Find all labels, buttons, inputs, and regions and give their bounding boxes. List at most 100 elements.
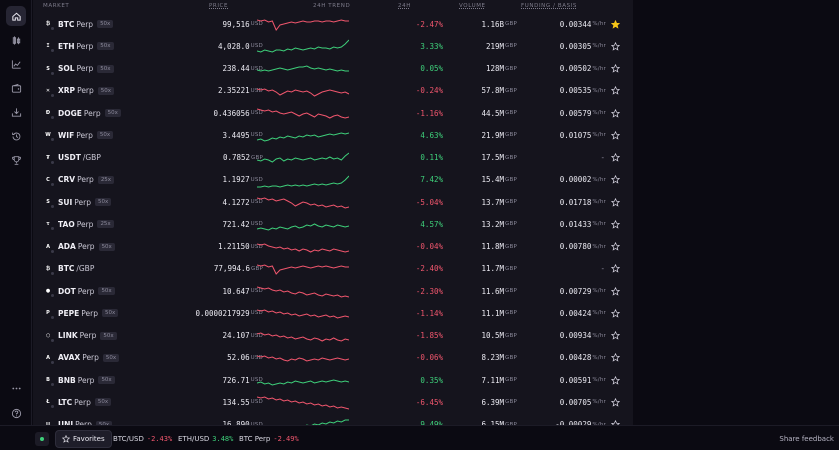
market-row[interactable]: S SUI Perp 50x 4.1272 USD -5.04% 13.7M G… [33, 191, 633, 213]
sparkline-path [257, 286, 349, 298]
market-row[interactable]: A AVAX Perp 50x 52.06 USD -0.06% 8.23M G… [33, 347, 633, 369]
sparkline-path [257, 309, 349, 319]
favorites-button[interactable]: Favorites [55, 430, 112, 448]
leaderboard-button[interactable] [6, 150, 26, 170]
favorite-toggle[interactable] [609, 347, 621, 369]
market-row[interactable]: Ł LTC Perp 50x 134.55 USD -6.45% 6.39M G… [33, 391, 633, 413]
market-row[interactable]: Ð DOGE Perp 50x 0.436056 USD -1.16% 44.5… [33, 102, 633, 124]
favorite-toggle[interactable] [609, 147, 621, 169]
favorite-toggle[interactable] [609, 58, 621, 80]
favorite-toggle[interactable] [609, 302, 621, 324]
star-outline-icon [610, 197, 620, 207]
volume-value: 57.8M [481, 86, 505, 96]
funding-value: 0.01718 [559, 197, 592, 207]
price-cell: 1.21150 USD [133, 236, 263, 258]
market-row[interactable]: ● DOT Perp 50x 10.647 USD -2.30% 11.6M G… [33, 280, 633, 302]
favorite-ticker[interactable]: BTC Perp -2.49% [239, 426, 299, 450]
market-cell: U UNI Perp 50x [43, 414, 113, 425]
favorite-toggle[interactable] [609, 414, 621, 425]
leverage-badge: 50x [97, 64, 114, 73]
trade-button[interactable] [6, 30, 26, 50]
market-row[interactable]: ₿ BTC /GBP 77,994.6 GBP -2.40% 11.7M GBP… [33, 258, 633, 280]
favorite-toggle[interactable] [609, 236, 621, 258]
volume-cell: 7.11M GBP [437, 369, 517, 391]
market-row[interactable]: U UNI Perp 50x 16.890 USD 9.49% 6.15M GB… [33, 414, 633, 425]
favorite-toggle[interactable] [609, 13, 621, 35]
market-symbol: TAO [58, 219, 75, 229]
market-row[interactable]: Ξ ETH Perp 50x 4,028.0 USD 3.33% 219M GB… [33, 35, 633, 57]
market-row[interactable]: C CRV Perp 25x 1.1927 USD 7.42% 15.4M GB… [33, 169, 633, 191]
trend-sparkline [257, 236, 349, 258]
market-row[interactable]: B BNB Perp 50x 726.71 USD 0.35% 7.11M GB… [33, 369, 633, 391]
sparkline-path [257, 65, 349, 72]
favorite-toggle[interactable] [609, 369, 621, 391]
market-row[interactable]: ⬡ LINK Perp 50x 24.107 USD -1.85% 10.5M … [33, 325, 633, 347]
price-unit: GBP [251, 265, 263, 272]
market-row[interactable]: P PEPE Perp 50x 0.0000217929 USD -1.14% … [33, 302, 633, 324]
star-filled-icon [610, 19, 620, 29]
price-value: 4,028.0 [218, 41, 250, 51]
favorite-toggle[interactable] [609, 102, 621, 124]
share-feedback-link[interactable]: Share feedback [779, 434, 834, 443]
col-funding[interactable]: FUNDING / BASIS [521, 3, 578, 9]
change-value: -1.85% [415, 331, 443, 341]
quote-badge-icon [50, 92, 55, 98]
quote-badge-icon [50, 48, 55, 54]
favorite-toggle[interactable] [609, 169, 621, 191]
favorite-toggle[interactable] [609, 391, 621, 413]
favorite-ticker[interactable]: BTC/USD -2.43% [113, 426, 172, 450]
history-button[interactable] [6, 126, 26, 146]
col-change[interactable]: 24H [398, 3, 411, 9]
portfolio-button[interactable] [6, 78, 26, 98]
earn-button[interactable] [6, 102, 26, 122]
bnb-icon: B [43, 375, 55, 388]
funding-unit: %/hr [592, 421, 606, 425]
price-value: 1.1927 [222, 175, 250, 185]
right-gutter [633, 0, 839, 425]
quote-badge-icon [50, 115, 55, 121]
market-row[interactable]: τ TAO Perp 25x 721.42 USD 4.57% 13.2M GB… [33, 213, 633, 235]
star-outline-icon [610, 41, 620, 51]
sparkline-path [257, 88, 349, 97]
market-row[interactable]: A ADA Perp 50x 1.21150 USD -0.04% 11.8M … [33, 236, 633, 258]
market-row[interactable]: W WIF Perp 50x 3.4495 USD 4.63% 21.9M GB… [33, 124, 633, 146]
favorite-toggle[interactable] [609, 35, 621, 57]
home-button[interactable] [6, 6, 26, 26]
favorite-toggle[interactable] [609, 124, 621, 146]
favorite-toggle[interactable] [609, 325, 621, 347]
connection-status[interactable] [35, 432, 49, 446]
funding-unit: %/hr [592, 377, 606, 384]
favorite-toggle[interactable] [609, 191, 621, 213]
funding-cell: 0.00591 %/hr [506, 369, 606, 391]
funding-unit: %/hr [592, 132, 606, 139]
market-row[interactable]: ✕ XRP Perp 50x 2.35221 USD -0.24% 57.8M … [33, 80, 633, 102]
col-market[interactable]: MARKET [43, 3, 70, 9]
price-unit: USD [250, 87, 263, 94]
funding-cell: 0.00002 %/hr [506, 169, 606, 191]
funding-value: 0.00535 [559, 86, 592, 96]
volume-cell: 128M GBP [437, 58, 517, 80]
help-button[interactable] [6, 403, 26, 423]
market-row[interactable]: S SOL Perp 50x 238.44 USD 0.05% 128M GBP… [33, 58, 633, 80]
volume-cell: 11.8M GBP [437, 236, 517, 258]
favorite-toggle[interactable] [609, 280, 621, 302]
market-row[interactable]: ₮ USDT /GBP 0.7852 GBP 0.11% 17.5M GBP - [33, 147, 633, 169]
market-row[interactable]: ₿ BTC Perp 50x 99,516 USD -2.47% 1.16B G… [33, 13, 633, 35]
quote-badge-icon [50, 137, 55, 143]
favorite-toggle[interactable] [609, 258, 621, 280]
favorite-toggle[interactable] [609, 213, 621, 235]
volume-unit: GBP [505, 199, 517, 206]
col-price[interactable]: PRICE [209, 3, 229, 9]
markets-button[interactable] [6, 54, 26, 74]
favorite-toggle[interactable] [609, 80, 621, 102]
price-value: 726.71 [222, 375, 250, 385]
market-symbol: WIF [58, 130, 75, 140]
leverage-badge: 50x [98, 287, 115, 296]
favorite-ticker[interactable]: ETH/USD 3.48% [178, 426, 233, 450]
price-cell: 4.1272 USD [133, 191, 263, 213]
col-volume[interactable]: VOLUME [459, 3, 486, 9]
volume-cell: 6.39M GBP [437, 391, 517, 413]
more-button[interactable] [6, 378, 26, 398]
price-unit: USD [250, 43, 263, 50]
quote-badge-icon [50, 181, 55, 187]
